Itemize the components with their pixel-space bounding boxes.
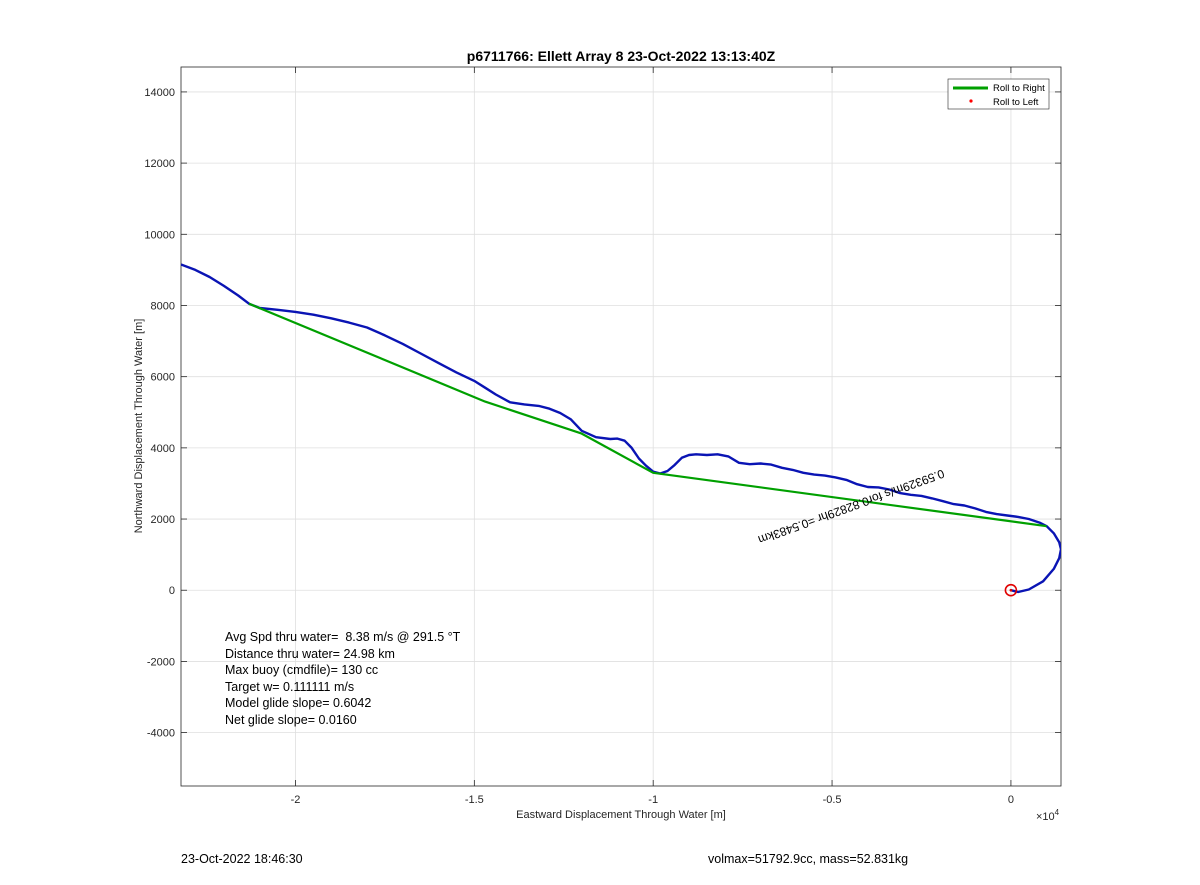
y-tick-label: 0 (169, 585, 175, 597)
y-axis-label: Northward Displacement Through Water [m] (133, 319, 145, 534)
series-layer (181, 263, 1061, 597)
x-exponent: ×104 (1036, 808, 1060, 823)
legend: Roll to Right Roll to Left (947, 78, 1050, 110)
x-tick-label: -0.5 (823, 794, 842, 806)
y-tick-label: 6000 (151, 372, 175, 384)
origin-marker-dot (1009, 588, 1013, 592)
y-tick-label: 14000 (144, 87, 175, 99)
legend-label-roll-left: Roll to Left (993, 97, 1039, 108)
stat-distance: Distance thru water= 24.98 km (225, 646, 395, 661)
y-tick-label: 8000 (151, 300, 175, 312)
legend-swatch-roll-left (969, 99, 973, 103)
stat-avg-speed: Avg Spd thru water= 8.38 m/s @ 291.5 °T (225, 630, 461, 644)
stat-model-glide: Model glide slope= 0.6042 (225, 696, 372, 711)
y-tick-label: -2000 (147, 656, 175, 668)
legend-box (947, 78, 1050, 110)
footer-mass-info: volmax=51792.9cc, mass=52.831kg (708, 852, 909, 866)
speed-annotation: 0.59329m/s for0.82829hr =0.5483km (756, 466, 946, 547)
series-roll-right-line (248, 302, 1047, 528)
x-exponent-power: 4 (1055, 808, 1060, 817)
axes-box (180, 66, 1062, 787)
stat-max-buoy: Max buoy (cmdfile)= 130 cc (225, 663, 379, 678)
axis-ticks: -2 -1.5 -1 -0.5 0 -4000 -2000 0 2000 4000 6000 8000… (144, 67, 1061, 806)
x-tick-label: -1 (648, 794, 658, 806)
y-tick-label: -4000 (147, 728, 175, 740)
x-axis-label: Eastward Displacement Through Water [m] (516, 809, 726, 821)
x-exponent-base: ×10 (1036, 811, 1055, 823)
stats-panel: Avg Spd thru water= 8.38 m/s @ 291.5 °T … (225, 629, 460, 729)
origin-marker (1004, 583, 1018, 597)
chart-title: p6711766: Ellett Array 8 23-Oct-2022 13:… (467, 48, 776, 64)
series-group (181, 263, 1061, 597)
y-tick-label: 12000 (144, 158, 175, 170)
stat-target-w: Target w= 0.111111 m/s (225, 679, 355, 694)
legend-label-roll-right: Roll to Right (993, 83, 1045, 94)
x-tick-label: 0 (1008, 794, 1014, 806)
x-tick-label: -1.5 (465, 794, 484, 806)
stat-net-glide: Net glide slope= 0.0160 (225, 712, 357, 727)
y-tick-label: 2000 (151, 514, 175, 526)
y-tick-label: 4000 (151, 443, 175, 455)
grid-lines (181, 67, 1061, 786)
x-tick-label: -2 (291, 794, 301, 806)
y-tick-label: 10000 (144, 229, 175, 241)
series-track-line (181, 263, 1061, 594)
footer-date: 23-Oct-2022 18:46:30 (181, 852, 303, 866)
